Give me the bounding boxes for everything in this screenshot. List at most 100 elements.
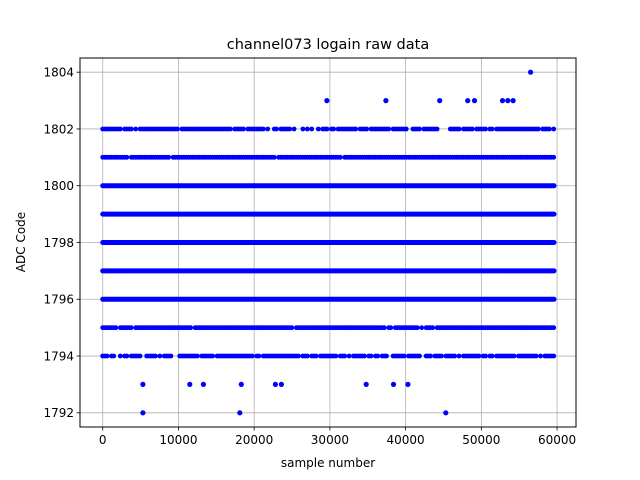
data-point [124,353,130,359]
outlier-point [200,381,206,387]
data-point [483,126,488,132]
x-tick-label: 50000 [462,433,500,447]
data-point [324,126,330,132]
outlier-point [383,98,389,104]
data-point [137,353,143,359]
data-point [188,325,194,331]
data-point [113,325,119,331]
y-tick-label: 1802 [43,122,74,136]
outlier-point [505,98,511,104]
data-point [249,353,255,359]
data-point [388,325,394,331]
data-point [315,126,321,132]
data-point [375,353,381,359]
outlier-point [187,381,193,387]
data-point [417,353,422,359]
data-point [489,353,495,359]
data-point [434,126,440,132]
outlier-point [272,381,278,387]
data-point [342,353,348,359]
outlier-point [510,98,516,104]
data-point [271,154,277,160]
data-point [291,126,297,132]
y-tick-label: 1796 [43,293,74,307]
y-tick-label: 1794 [43,349,74,363]
data-point [551,353,557,359]
data-point [309,126,315,132]
data-point [401,353,407,359]
x-tick-label: 20000 [235,433,273,447]
data-points [100,69,557,416]
data-point [362,353,367,359]
data-point [210,353,216,359]
data-point [430,325,436,331]
y-axis-title: ADC Code [14,212,28,272]
data-point [117,353,123,359]
y-tick-label: 1804 [43,65,74,79]
data-point [168,353,174,359]
data-point [384,353,389,359]
outlier-point [499,98,506,104]
data-point [133,126,139,132]
data-point [265,126,271,132]
data-point [346,353,352,359]
outlier-point [528,69,534,75]
data-point [124,154,130,160]
data-point [304,126,310,132]
data-point [289,325,295,331]
data-point [300,126,306,132]
data-point [546,126,552,132]
data-point [128,126,134,132]
outlier-point [140,410,146,416]
x-tick-label: 0 [99,433,107,447]
data-point [111,353,117,359]
data-point [166,154,172,160]
data-point [364,126,370,132]
data-point [117,126,123,132]
data-point [419,325,425,331]
data-point [368,353,374,359]
y-tick-label: 1792 [43,406,74,420]
data-point [331,126,337,132]
data-point [260,126,266,132]
data-point [153,353,158,359]
x-tick-label: 60000 [538,433,576,447]
data-point [274,126,279,132]
x-tick-label: 30000 [311,433,349,447]
data-point [337,154,343,160]
y-tick-label: 1798 [43,236,74,250]
outlier-point [363,381,369,387]
data-point [533,353,539,359]
y-ticks: 1792 1794 1796 1798 1800 1802 1804 [43,65,80,420]
data-point [313,353,319,359]
data-point [194,353,200,359]
data-point [227,126,233,132]
data-point [256,353,262,359]
data-point [381,325,387,331]
data-point [483,353,488,359]
data-point [175,126,180,132]
data-point [551,325,557,331]
x-axis-title: sample number [281,456,375,470]
data-point [403,126,409,132]
x-tick-label: 40000 [387,433,425,447]
data-point [333,353,339,359]
data-point [241,126,246,132]
outlier-point [278,381,284,387]
outlier-point [437,98,443,104]
data-point [489,126,495,132]
data-point [128,325,134,331]
data-point [304,353,310,359]
outlier-point [324,98,330,104]
outlier-point [471,98,478,104]
data-point [428,353,433,359]
data-point [417,126,422,132]
outlier-point [390,381,397,387]
data-point [456,126,462,132]
data-point [296,353,301,359]
data-point [456,353,462,359]
data-point [535,126,541,132]
x-ticks: 0 10000 20000 30000 40000 50000 60000 [99,427,576,447]
data-point [414,325,420,331]
